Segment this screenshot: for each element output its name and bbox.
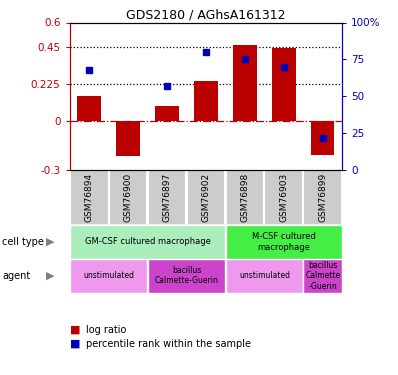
Bar	[303, 259, 342, 292]
Text: GSM76897: GSM76897	[162, 173, 172, 222]
Text: agent: agent	[2, 271, 30, 280]
Bar	[109, 170, 148, 225]
Text: ▶: ▶	[45, 271, 54, 280]
Bar	[311, 121, 334, 155]
Text: M-CSF cultured
macrophage: M-CSF cultured macrophage	[252, 232, 316, 252]
Text: log ratio: log ratio	[86, 325, 126, 335]
Bar	[226, 259, 303, 292]
Text: unstimulated: unstimulated	[239, 271, 290, 280]
Bar	[70, 259, 148, 292]
Bar	[187, 170, 225, 225]
Bar	[226, 170, 264, 225]
Text: GSM76899: GSM76899	[318, 173, 327, 222]
Bar	[303, 170, 342, 225]
Text: ■: ■	[70, 325, 80, 335]
Text: GSM76902: GSM76902	[201, 173, 211, 222]
Text: cell type: cell type	[2, 237, 44, 247]
Bar	[155, 106, 179, 121]
Text: GSM76898: GSM76898	[240, 173, 250, 222]
Bar	[226, 225, 342, 259]
Text: ■: ■	[70, 339, 80, 349]
Text: unstimulated: unstimulated	[83, 271, 134, 280]
Bar	[272, 48, 296, 121]
Bar	[70, 170, 109, 225]
Text: ▶: ▶	[45, 237, 54, 247]
Bar	[264, 170, 303, 225]
Bar	[194, 81, 218, 121]
Bar	[78, 96, 101, 121]
Bar	[116, 121, 140, 156]
Text: bacillus
Calmette
-Guerin: bacillus Calmette -Guerin	[305, 261, 340, 291]
Text: bacillus
Calmette-Guerin: bacillus Calmette-Guerin	[154, 266, 219, 285]
Text: GSM76903: GSM76903	[279, 173, 289, 222]
Bar	[148, 170, 186, 225]
Text: GSM76894: GSM76894	[85, 173, 94, 222]
Text: percentile rank within the sample: percentile rank within the sample	[86, 339, 251, 349]
Text: GSM76900: GSM76900	[123, 173, 133, 222]
Bar	[70, 225, 225, 259]
Bar	[148, 259, 225, 292]
Title: GDS2180 / AGhsA161312: GDS2180 / AGhsA161312	[126, 8, 286, 21]
Bar	[233, 45, 257, 121]
Text: GM-CSF cultured macrophage: GM-CSF cultured macrophage	[85, 237, 211, 246]
